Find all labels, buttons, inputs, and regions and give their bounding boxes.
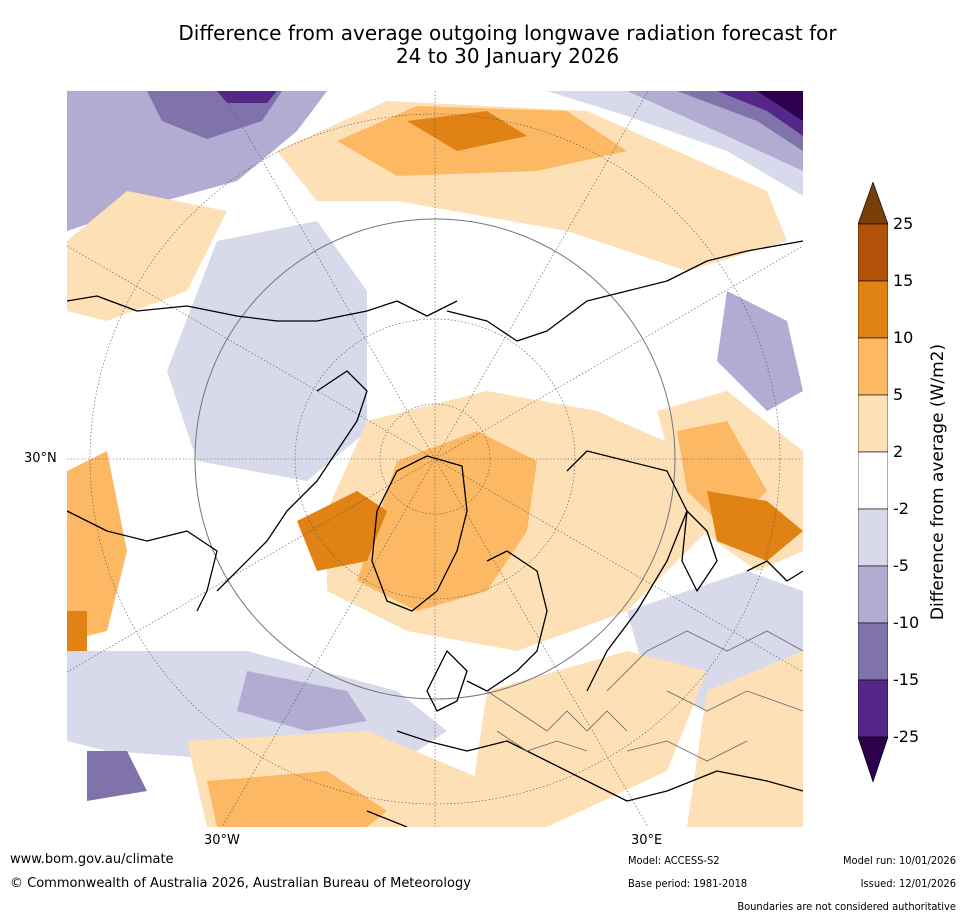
longitude-label-30w: 30°W [204,833,240,848]
title-line-1: Difference from average outgoing longwav… [178,21,837,45]
colorbar-band [858,223,888,282]
base-period: Base period: 1981-2018 [628,877,748,890]
copyright-notice: © Commonwealth of Australia 2026, Austra… [10,876,471,891]
arctic-reference-circle [194,218,676,700]
colorbar-band [858,280,888,339]
colorbar-band [858,565,888,624]
issued-date: Issued: 12/01/2026 [860,877,956,890]
colorbar-tick-label: 10 [893,328,914,347]
olr-anomaly-map [67,91,803,827]
model-name: Model: ACCESS-S2 [628,854,720,867]
website-link[interactable]: www.bom.gov.au/climate [10,852,174,867]
country-boundaries [486,630,803,762]
colorbar-tick-label: -5 [893,556,909,575]
model-run-date: Model run: 10/01/2026 [843,854,956,867]
colorbar-band [858,337,888,396]
colorbar-tick-label: -25 [893,727,920,746]
boundaries-disclaimer: Boundaries are not considered authoritat… [737,900,956,913]
colorbar-tick-label: 15 [893,271,914,290]
colorbar-tick-label: -15 [893,670,920,689]
colorbar-tick-label: 25 [893,214,914,233]
colorbar-extend-bottom [858,736,888,782]
colorbar-tick-label: 5 [893,385,904,404]
colorbar-tick-label: -10 [893,613,920,632]
colorbar-band [858,679,888,738]
positive-anomaly-regions [67,101,803,827]
colorbar-tick-label: -2 [893,499,909,518]
colorbar-title-text: Difference from average (W/m2) [928,343,948,621]
colorbar-band [858,622,888,681]
map-title: Difference from average outgoing longwav… [60,22,955,68]
colorbar-extend-top [858,182,888,225]
colorbar-tick-label: 2 [893,442,904,461]
colorbar-band [858,394,888,453]
colorbar-band [858,508,888,567]
colorbar-band [858,451,888,510]
title-line-2: 24 to 30 January 2026 [395,44,620,68]
colorbar [858,182,888,782]
coastlines [67,240,803,827]
latitude-label-30n: 30°N [24,451,57,466]
longitude-label-30e: 30°E [631,833,663,848]
